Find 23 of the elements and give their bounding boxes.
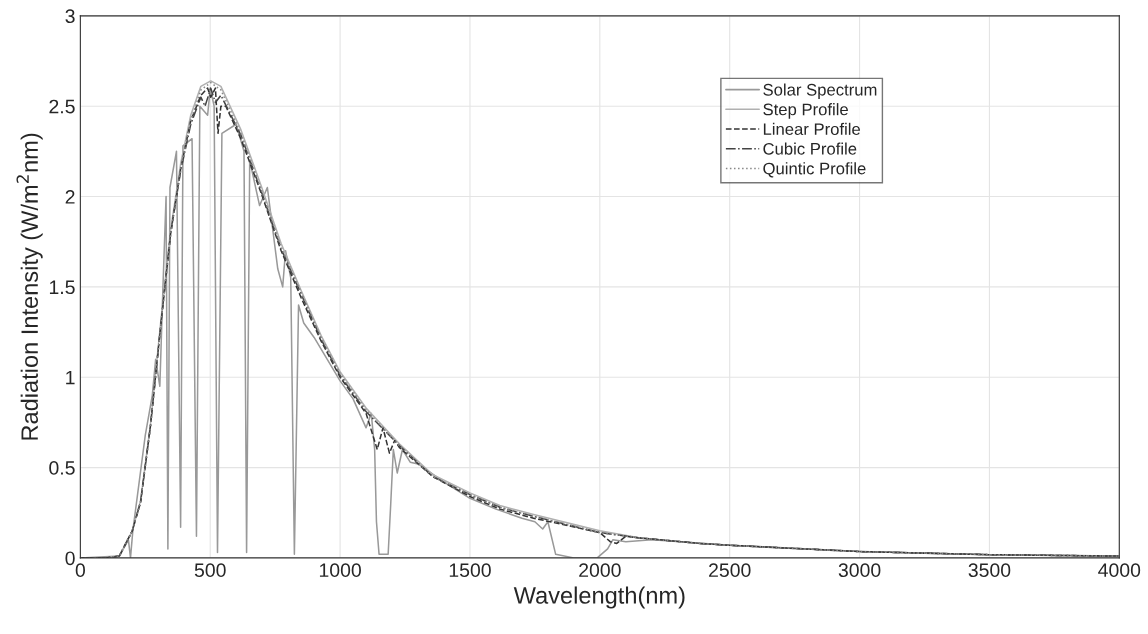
legend-label: Solar Spectrum xyxy=(763,83,877,99)
x-tick-label: 2000 xyxy=(579,563,621,578)
x-tick-label: 4000 xyxy=(1098,563,1141,578)
y-tick-label: 1 xyxy=(66,370,75,385)
x-tick-label: 3500 xyxy=(968,563,1011,578)
y-tick-label: 3 xyxy=(65,9,75,24)
x-tick-label: 1500 xyxy=(449,563,491,578)
x-tick-label: 500 xyxy=(194,563,226,578)
x-tick-label: 0 xyxy=(75,563,86,578)
y-tick-label: 0.5 xyxy=(49,461,75,475)
legend-label: Step Profile xyxy=(763,103,848,119)
y-axis-title: Radiation Intensity (W/m$^{2}$nm) xyxy=(16,133,43,440)
x-tick-label: 3000 xyxy=(838,563,881,578)
y-tick-label: 0 xyxy=(65,551,75,566)
legend-label: Linear Profile xyxy=(763,122,861,136)
legend-label: Cubic Profile xyxy=(763,142,857,155)
legend-label: Quintic Profile xyxy=(763,162,866,178)
x-axis-title: Wavelength(nm) xyxy=(513,586,685,609)
y-tick-label: 1.5 xyxy=(49,280,75,295)
y-tick-label: 2.5 xyxy=(49,99,75,114)
y-tick-label: 2 xyxy=(65,190,75,204)
x-tick-label: 1000 xyxy=(319,563,361,578)
x-tick-label: 2500 xyxy=(709,563,751,578)
